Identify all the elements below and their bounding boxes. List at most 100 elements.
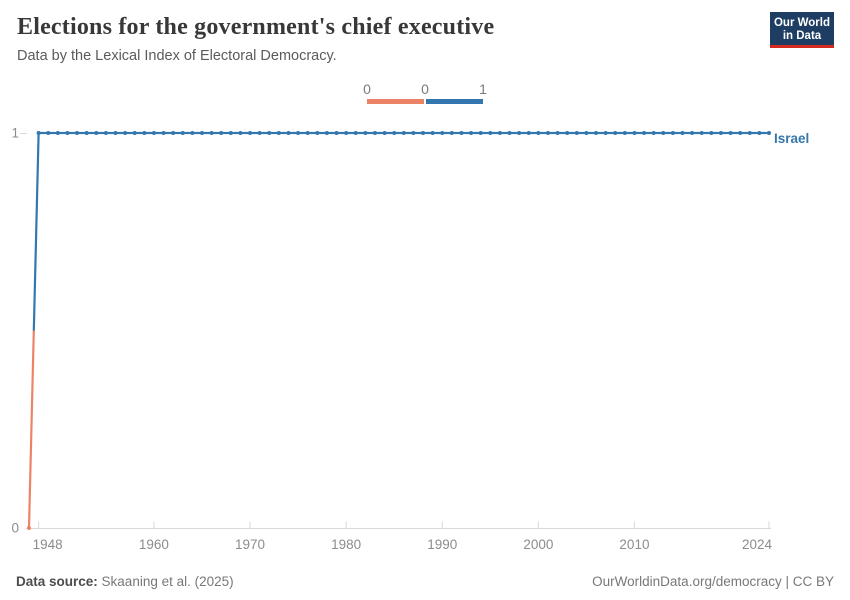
data-point-marker <box>767 131 771 135</box>
data-point-marker <box>584 131 589 135</box>
data-point-marker <box>276 131 281 135</box>
data-point-marker <box>488 131 493 135</box>
data-point-marker <box>75 131 80 135</box>
data-point-marker <box>142 131 147 135</box>
x-axis-tick-label: 2000 <box>523 537 553 552</box>
data-point-marker <box>199 131 204 135</box>
data-point-marker <box>517 131 522 135</box>
data-point-marker <box>36 131 41 135</box>
data-point-marker <box>478 131 483 135</box>
data-point-marker <box>257 131 262 135</box>
data-point-marker <box>690 131 695 135</box>
data-point-marker <box>651 131 656 135</box>
credit-link[interactable]: OurWorldinData.org/democracy | CC BY <box>592 574 834 589</box>
legend-label-max: 1 <box>479 81 487 97</box>
data-point-marker <box>497 131 502 135</box>
chart-footer: Data source: Skaaning et al. (2025) OurW… <box>16 574 834 589</box>
data-point-marker <box>161 131 166 135</box>
series-entity-label[interactable]: Israel <box>774 131 810 146</box>
data-point-marker <box>555 131 560 135</box>
owid-logo-accent-bar <box>770 45 834 48</box>
data-point-marker <box>344 131 349 135</box>
data-point-marker <box>372 131 377 135</box>
data-point-marker <box>536 131 541 135</box>
data-point-marker <box>228 131 233 135</box>
data-point-marker <box>382 131 387 135</box>
page-subtitle: Data by the Lexical Index of Electoral D… <box>17 48 337 64</box>
chart-header: Elections for the government's chief exe… <box>17 14 494 64</box>
data-point-marker <box>190 131 195 135</box>
data-point-marker <box>449 131 454 135</box>
owid-logo-line1: Our World <box>773 17 830 29</box>
data-point-marker <box>363 131 368 135</box>
data-source-label: Data source: <box>16 574 98 589</box>
legend-label-mid: 0 <box>421 81 429 97</box>
data-point-marker <box>94 131 99 135</box>
data-point-marker <box>296 131 301 135</box>
data-point-marker <box>565 131 570 135</box>
data-point-marker <box>113 131 118 135</box>
data-point-marker <box>632 131 637 135</box>
data-point-marker <box>267 131 272 135</box>
data-point-marker <box>238 131 243 135</box>
data-point-marker <box>27 526 31 530</box>
x-axis-tick-label: 1990 <box>427 537 457 552</box>
x-axis-tick-label: 1980 <box>331 537 361 552</box>
x-axis-tick-label: 1970 <box>235 537 265 552</box>
color-legend-bar <box>367 99 483 104</box>
data-line-segment <box>32 132 40 331</box>
data-point-marker <box>661 131 666 135</box>
x-axis-tick-label: 2010 <box>619 537 649 552</box>
x-axis-tick-label: 1960 <box>139 537 169 552</box>
data-point-marker <box>55 131 60 135</box>
data-point-marker <box>171 131 176 135</box>
data-point-marker <box>123 131 128 135</box>
data-point-marker <box>699 131 704 135</box>
data-point-marker <box>151 131 156 135</box>
data-point-marker <box>392 131 397 135</box>
data-point-marker <box>315 131 320 135</box>
data-point-marker <box>411 131 416 135</box>
data-point-marker <box>324 131 329 135</box>
owid-logo-line2: in Data <box>782 30 822 42</box>
data-point-marker <box>440 131 445 135</box>
data-point-marker <box>718 131 723 135</box>
legend-label-min: 0 <box>363 81 371 97</box>
data-point-marker <box>305 131 310 135</box>
owid-logo[interactable]: Our World in Data <box>770 12 834 48</box>
data-point-marker <box>84 131 89 135</box>
data-point-marker <box>545 131 550 135</box>
data-point-marker <box>670 131 675 135</box>
data-point-marker <box>46 131 51 135</box>
x-axis-tick-label: 2024 <box>742 537 773 552</box>
y-axis-tick-label: 0 <box>11 521 19 536</box>
page-title: Elections for the government's chief exe… <box>17 14 495 40</box>
data-point-marker <box>680 131 685 135</box>
data-point-marker <box>180 131 185 135</box>
legend-segment-value-0[interactable] <box>367 99 424 104</box>
data-point-marker <box>401 131 406 135</box>
data-point-marker <box>248 131 253 135</box>
data-point-marker <box>421 131 426 135</box>
data-point-marker <box>103 131 108 135</box>
data-point-marker <box>132 131 137 135</box>
data-point-marker <box>622 131 627 135</box>
data-point-marker <box>430 131 435 135</box>
data-point-marker <box>209 131 214 135</box>
data-point-marker <box>594 131 599 135</box>
data-line-segment <box>27 330 35 529</box>
data-point-marker <box>757 131 762 135</box>
data-point-marker <box>603 131 608 135</box>
color-legend: 0 0 1 <box>363 81 487 104</box>
legend-segment-value-1[interactable] <box>426 99 483 104</box>
data-point-marker <box>728 131 733 135</box>
data-point-marker <box>642 131 647 135</box>
data-point-marker <box>738 131 743 135</box>
data-point-marker <box>574 131 579 135</box>
x-axis-tick-label: 1948 <box>33 537 63 552</box>
y-axis-tick-label: 1 <box>11 126 19 141</box>
data-point-marker <box>526 131 531 135</box>
data-source-value: Skaaning et al. (2025) <box>101 574 234 589</box>
data-point-marker <box>286 131 291 135</box>
